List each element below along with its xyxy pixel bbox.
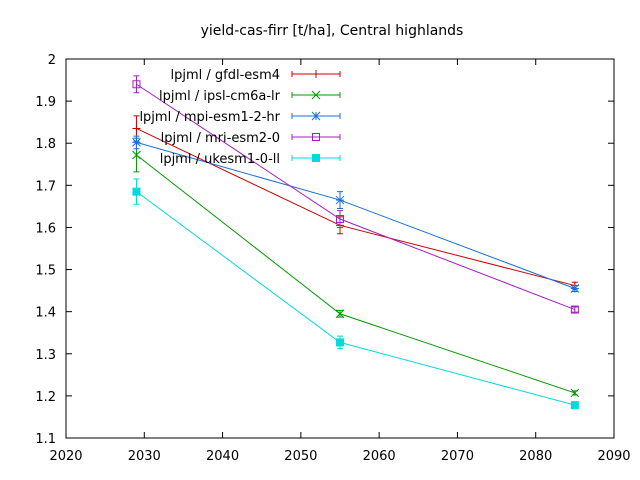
data-point (132, 124, 141, 133)
legend-entry-5: lpjml / ukesm1-0-ll (160, 152, 341, 167)
series-layer (132, 75, 580, 410)
y-tick-label: 1.8 (35, 137, 56, 152)
legend-marker (311, 111, 321, 121)
legend-errorbar-caps (291, 134, 341, 140)
x-tick-label: 2020 (49, 449, 82, 464)
legend-label: lpjml / ipsl-cm6a-lr (159, 89, 281, 104)
chart-title: yield-cas-firr [t/ha], Central highlands (201, 23, 464, 39)
x-tick-label: 2040 (206, 449, 239, 464)
data-point (132, 187, 141, 196)
legend-entry-2: lpjml / ipsl-cm6a-lr (159, 89, 341, 104)
legend-errorbar-caps (291, 71, 341, 77)
series-3 (132, 135, 580, 293)
legend-errorbar-caps (291, 113, 341, 119)
data-point (336, 338, 344, 347)
legend-marker (312, 154, 320, 162)
x-tick-label: 2050 (284, 449, 317, 464)
legend-marker (312, 133, 320, 141)
y-tick-label: 1.7 (35, 179, 56, 194)
legend-label: lpjml / ukesm1-0-ll (160, 152, 280, 167)
y-tick-label: 1.2 (35, 390, 56, 405)
data-point (570, 284, 580, 293)
data-point (570, 305, 579, 314)
data-point (132, 138, 141, 147)
data-point (132, 150, 141, 160)
legend-errorbar-caps (291, 155, 341, 161)
legend-label: lpjml / mpi-esm1-2-hr (139, 110, 280, 125)
y-tick-label: 1.1 (35, 432, 56, 447)
series-line (136, 191, 575, 406)
series-2 (132, 137, 580, 398)
data-point (336, 215, 344, 224)
data-point (335, 309, 345, 319)
x-tick-label: 2070 (441, 449, 474, 464)
y-tick-label: 1.6 (35, 221, 56, 236)
series-4 (132, 75, 579, 314)
legend-marker (311, 90, 321, 100)
error-bar (337, 210, 343, 228)
axes: 2020 2030 2040 2050 2060 2070 2080 2090 1.1 1.2 1.… (35, 53, 630, 464)
series-line (136, 154, 576, 394)
legend-entry-1: lpjml / gfdl-esm4 (171, 68, 341, 83)
legend: lpjml / gfdl-esm4 lpjml / ipsl-cm6a-lr lpj… (139, 68, 341, 167)
legend-errorbar-caps (291, 92, 341, 98)
y-tick-label: 1.5 (35, 264, 56, 279)
x-tick-label: 2090 (597, 449, 630, 464)
y-tick-label: 1.4 (35, 306, 56, 321)
y-tick-label: 1.3 (35, 348, 56, 363)
y-tick-label: 1.9 (35, 95, 56, 110)
legend-label: lpjml / mri-esm2-0 (161, 131, 280, 146)
legend-marker (312, 70, 320, 78)
data-point (570, 388, 580, 398)
error-bar (133, 75, 140, 94)
legend-label: lpjml / gfdl-esm4 (171, 68, 280, 83)
plot-frame (65, 58, 615, 439)
legend-entry-3: lpjml / mpi-esm1-2-hr (139, 110, 341, 125)
series-5 (132, 178, 579, 410)
data-point (132, 80, 141, 89)
y-tick-label: 2 (48, 53, 56, 68)
error-bar (571, 306, 578, 313)
x-tick-label: 2080 (519, 449, 552, 464)
data-point (570, 401, 579, 410)
x-tick-label: 2060 (363, 449, 396, 464)
data-point (335, 195, 345, 205)
legend-entry-4: lpjml / mri-esm2-0 (161, 131, 341, 146)
x-tick-label: 2030 (128, 449, 161, 464)
